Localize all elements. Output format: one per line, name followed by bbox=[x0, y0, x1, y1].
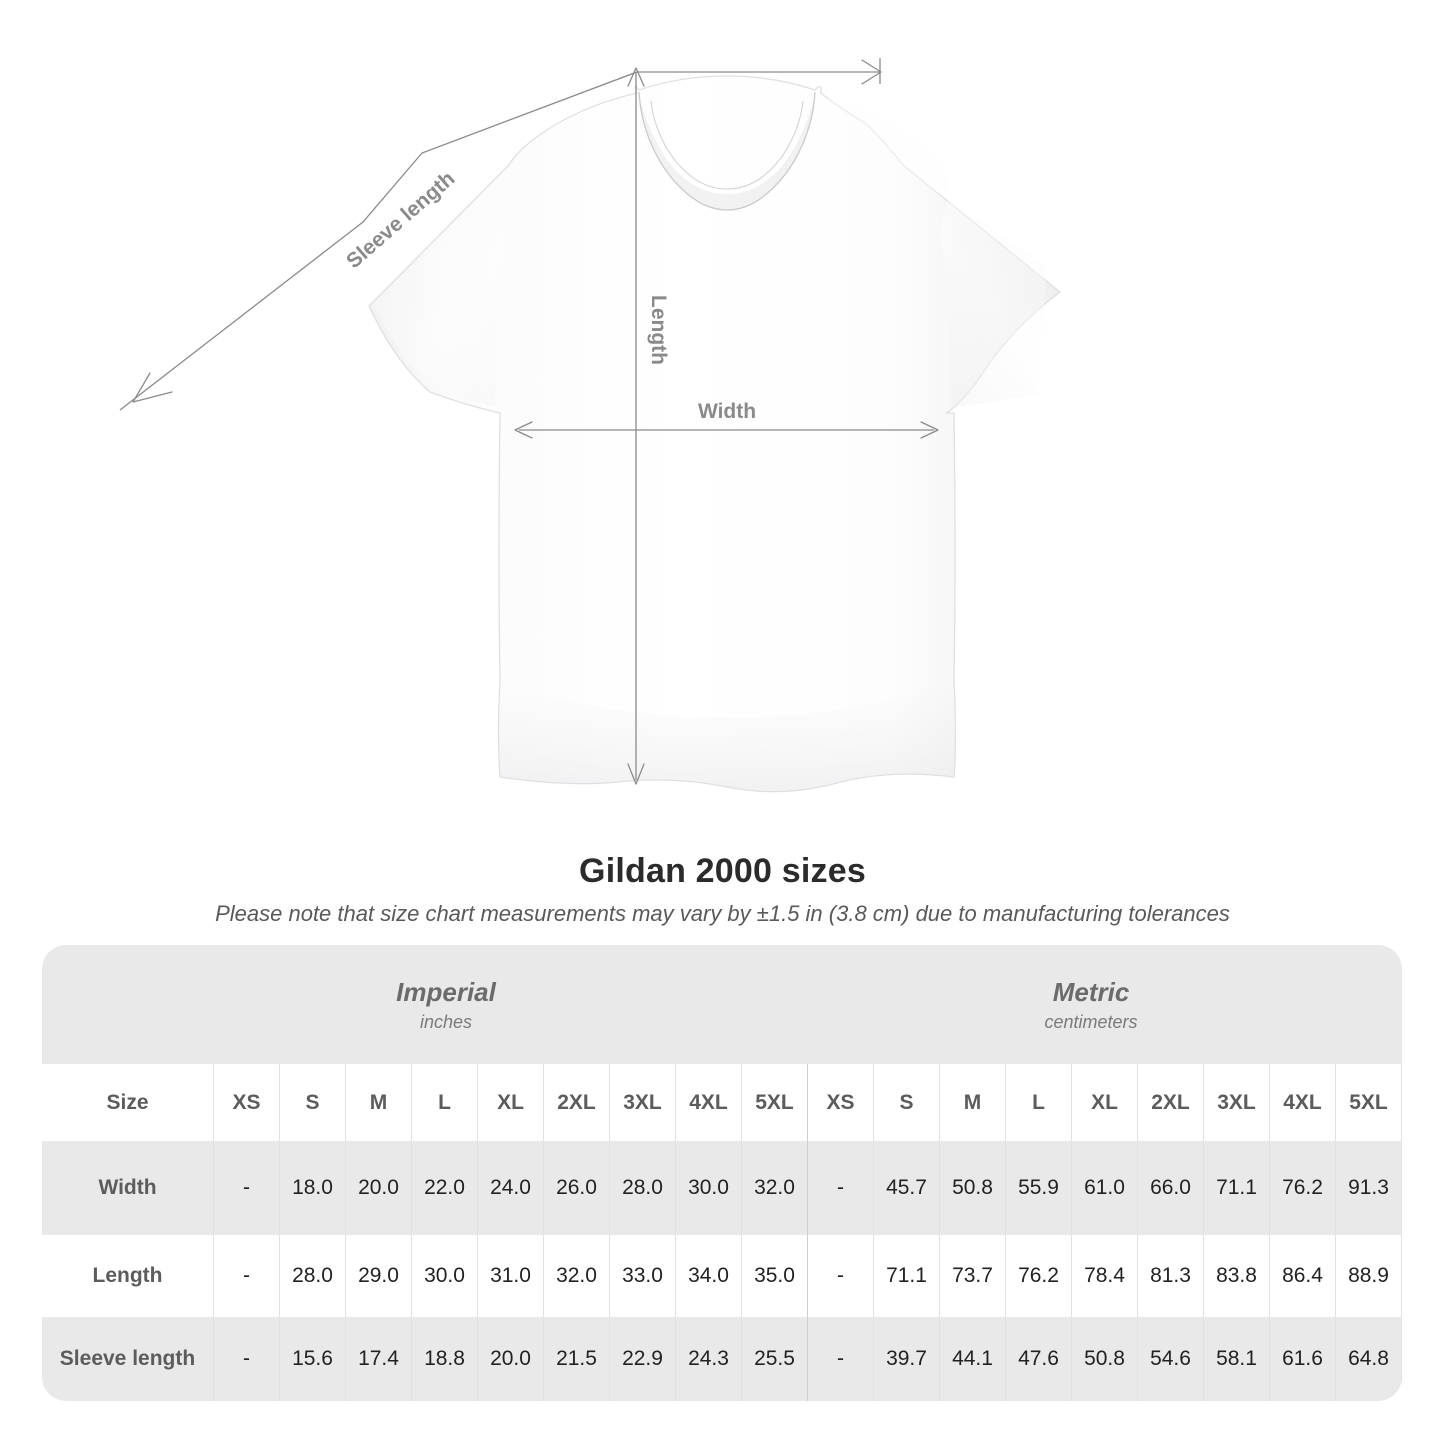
svg-text:Length: Length bbox=[647, 295, 670, 365]
svg-text:Width: Width bbox=[698, 400, 756, 423]
